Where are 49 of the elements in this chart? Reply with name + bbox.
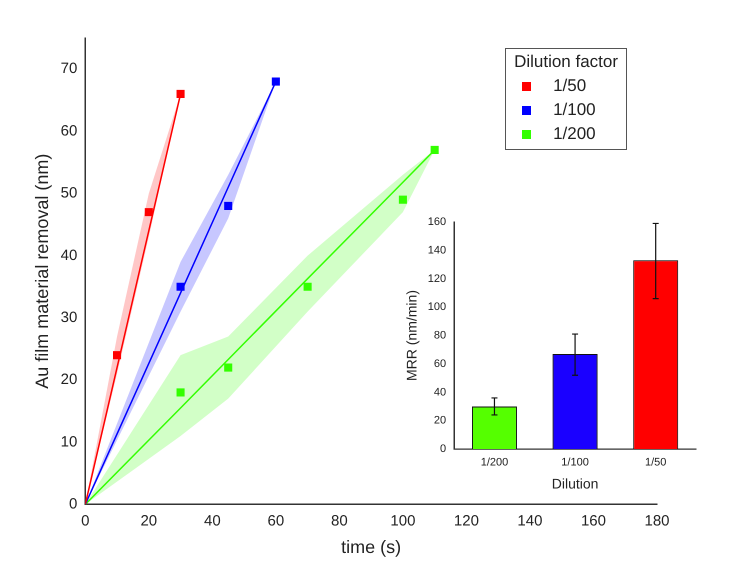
x-tick-label: 80 (331, 512, 348, 530)
point (176, 282, 185, 291)
x-tick-label: 1/200 (480, 456, 508, 469)
point (224, 364, 232, 372)
y-tick-label: 120 (428, 272, 446, 285)
y-tick-label: 60 (434, 358, 446, 370)
point (304, 282, 312, 291)
y-tick-label: 60 (60, 122, 78, 140)
x-tick-label: 100 (390, 512, 416, 530)
legend-title: Dilution factor (514, 52, 618, 72)
y-tick-label: 0 (440, 443, 446, 456)
x-tick-label: 120 (454, 512, 479, 530)
legend-label: 1/50 (553, 76, 586, 96)
y-tick-label: 20 (60, 371, 78, 388)
x-tick-label: 0 (81, 512, 90, 530)
x-tick-label: 1/100 (561, 456, 589, 469)
y-tick-label: 20 (434, 414, 446, 427)
y-tick-label: 50 (60, 184, 78, 202)
legend-label: 1/100 (553, 100, 596, 120)
x-tick-label: 20 (140, 512, 158, 530)
point (113, 351, 122, 360)
x-axis-title: time (s) (341, 537, 402, 558)
y-tick-label: 10 (60, 433, 78, 450)
x-tick-label: 60 (268, 512, 284, 530)
x-tick-label: 180 (644, 512, 670, 530)
point (430, 146, 439, 154)
legend-label: 1/200 (553, 124, 596, 144)
y-axis-title: Au film material removal (nm) (32, 154, 52, 389)
point (176, 90, 185, 98)
x-axis-title: Dilution (552, 475, 598, 492)
y-tick-label: 30 (60, 308, 78, 326)
point (398, 196, 407, 204)
point (272, 77, 280, 86)
x-tick-label: 40 (204, 512, 221, 530)
y-tick-label: 40 (60, 246, 78, 264)
y-tick-label: 0 (68, 496, 78, 513)
y-tick-label: 100 (428, 301, 446, 314)
y-tick-label: 70 (60, 60, 78, 78)
point (144, 208, 153, 216)
y-tick-label: 40 (434, 386, 446, 398)
y-tick-label: 160 (428, 216, 446, 228)
point (176, 388, 185, 396)
x-tick-label: 1/50 (644, 456, 666, 469)
x-tick-label: 140 (517, 512, 542, 530)
point (224, 202, 232, 210)
y-axis-title: MRR (nm/min) (403, 290, 420, 381)
y-tick-label: 80 (434, 330, 446, 342)
x-tick-label: 160 (580, 512, 606, 530)
y-tick-label: 140 (428, 244, 446, 256)
